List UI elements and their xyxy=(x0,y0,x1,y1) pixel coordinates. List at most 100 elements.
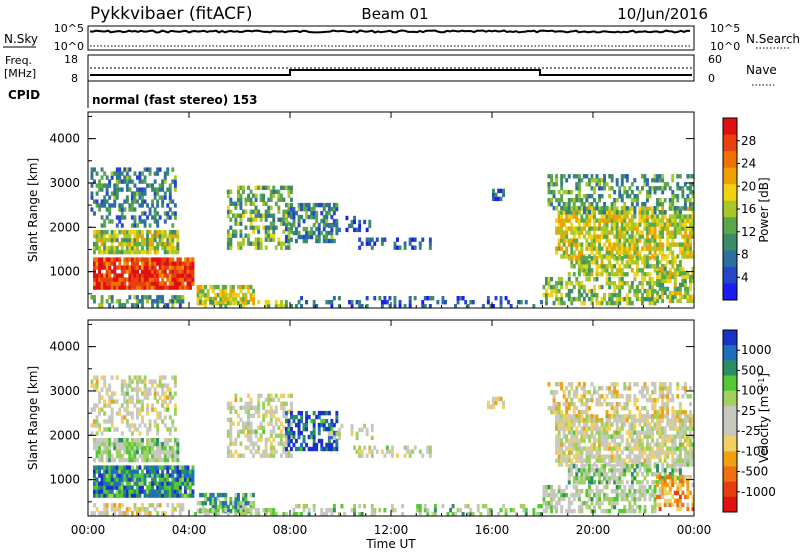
range-cell xyxy=(628,430,632,435)
range-cell xyxy=(100,249,104,255)
range-cell xyxy=(555,174,559,179)
range-cell xyxy=(115,441,119,447)
range-cell xyxy=(290,197,293,202)
range-cell xyxy=(166,249,170,255)
range-cell xyxy=(108,303,112,308)
range-cell xyxy=(199,296,203,302)
range-cell xyxy=(300,296,304,301)
range-cell xyxy=(625,418,629,423)
range-cell xyxy=(603,442,607,447)
range-cell xyxy=(103,507,107,512)
range-cell xyxy=(403,245,407,250)
range-cell xyxy=(671,418,675,423)
range-cell xyxy=(582,438,586,443)
range-cell xyxy=(136,465,139,470)
range-cell xyxy=(643,296,647,302)
range-cell xyxy=(588,202,591,207)
range-cell xyxy=(562,300,566,306)
range-cell xyxy=(138,465,142,470)
range-cell xyxy=(635,272,639,277)
range-cell xyxy=(191,265,195,270)
range-cell xyxy=(128,399,132,404)
range-cell xyxy=(623,464,627,469)
range-cell xyxy=(133,457,137,463)
range-cell xyxy=(148,473,152,478)
range-cell xyxy=(322,234,326,240)
range-cell xyxy=(605,454,609,459)
range-cell xyxy=(191,489,195,494)
range-cell xyxy=(330,512,334,517)
range-cell xyxy=(600,296,604,302)
range-cell xyxy=(252,201,256,206)
range-cell xyxy=(635,442,639,447)
range-cell xyxy=(570,206,574,211)
range-cell xyxy=(305,230,309,236)
range-cell xyxy=(620,394,624,399)
range-cell xyxy=(130,237,134,243)
range-cell xyxy=(605,472,609,477)
range-cell xyxy=(610,414,614,419)
range-cell xyxy=(625,398,629,403)
range-cell xyxy=(562,394,566,399)
range-cell xyxy=(176,281,180,286)
range-cell xyxy=(628,206,632,211)
range-cell xyxy=(267,197,271,202)
range-cell xyxy=(125,423,129,428)
range-cell xyxy=(151,453,155,459)
range-cell xyxy=(297,206,301,212)
range-cell xyxy=(141,199,144,204)
range-cell xyxy=(562,422,566,427)
range-cell xyxy=(555,410,559,415)
range-cell xyxy=(158,265,162,270)
range-cell xyxy=(567,480,571,485)
range-cell xyxy=(676,242,680,247)
range-cell xyxy=(325,234,329,240)
range-cell xyxy=(118,445,122,451)
range-cell xyxy=(532,508,536,513)
range-cell xyxy=(136,457,139,463)
range-cell xyxy=(365,241,369,246)
range-cell xyxy=(242,284,245,290)
range-cell xyxy=(595,414,599,419)
range-cell xyxy=(166,453,170,459)
range-cell xyxy=(658,418,662,423)
range-cell xyxy=(290,185,293,190)
range-cell xyxy=(666,414,670,419)
range-cell xyxy=(166,477,170,482)
range-cell xyxy=(171,211,175,216)
range-cell xyxy=(580,468,584,473)
range-cell xyxy=(547,186,551,191)
range-cell xyxy=(353,504,357,509)
freq-tick-bottom: 8 xyxy=(71,72,78,85)
range-cell xyxy=(577,268,581,273)
range-cell xyxy=(141,399,144,404)
range-cell xyxy=(191,261,195,266)
range-cell xyxy=(168,257,172,262)
range-cell xyxy=(98,303,102,308)
range-cell xyxy=(138,257,142,262)
range-cell xyxy=(277,425,281,430)
range-cell xyxy=(274,300,278,305)
range-cell xyxy=(570,281,574,286)
range-cell xyxy=(588,480,591,485)
range-cell xyxy=(577,194,581,199)
range-cell xyxy=(678,442,682,447)
range-cell xyxy=(403,453,407,458)
range-cell xyxy=(118,477,122,482)
range-cell xyxy=(689,190,692,195)
range-cell xyxy=(95,415,99,420)
range-cell xyxy=(555,226,559,231)
range-cell xyxy=(161,183,165,188)
range-cell xyxy=(628,238,632,243)
range-cell xyxy=(176,457,180,463)
range-cell xyxy=(635,288,639,294)
range-cell xyxy=(214,284,218,290)
range-cell xyxy=(173,285,177,290)
range-cell xyxy=(173,411,177,416)
range-cell xyxy=(118,453,122,459)
range-cell xyxy=(565,406,569,411)
range-cell xyxy=(247,417,251,422)
range-cell xyxy=(300,512,304,517)
range-cell xyxy=(661,274,665,280)
range-cell xyxy=(211,300,215,305)
